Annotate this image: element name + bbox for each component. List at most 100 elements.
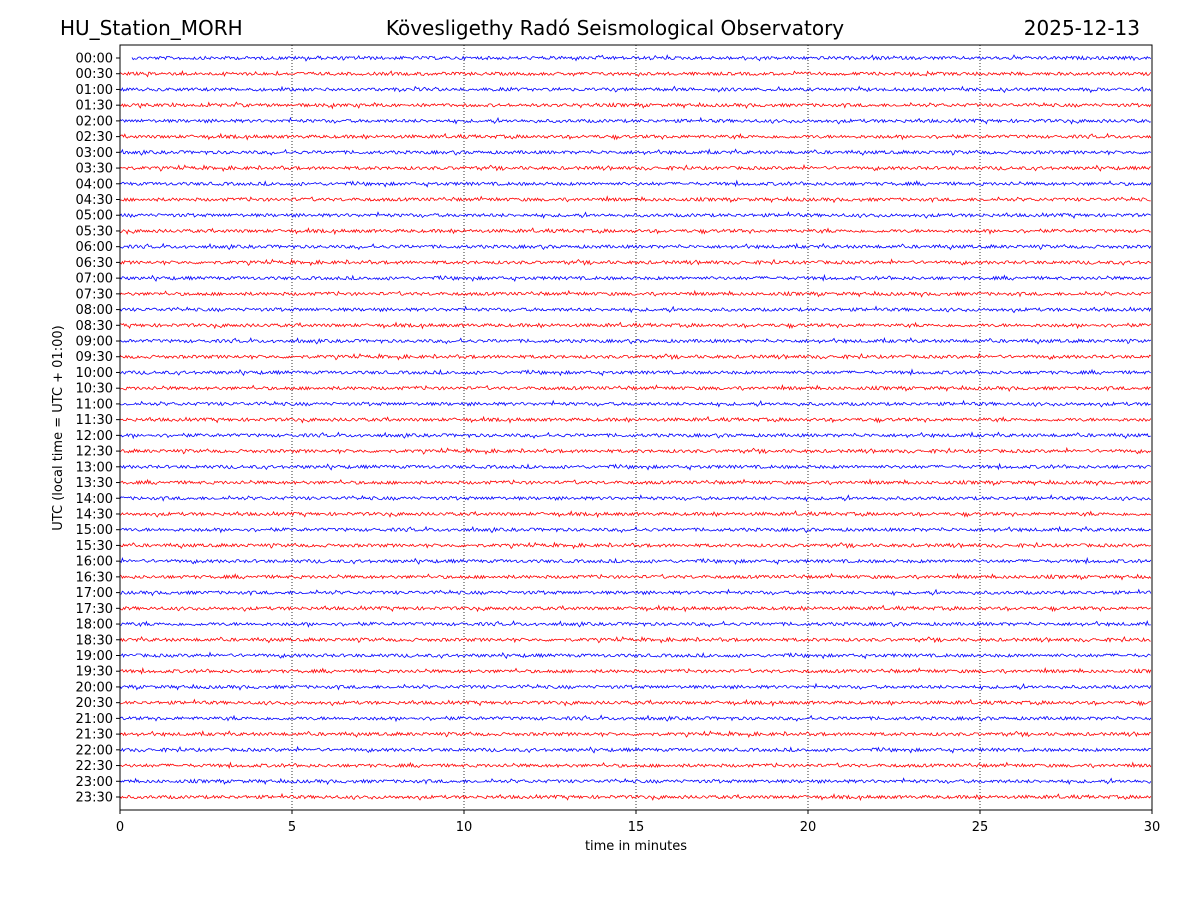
y-tick-label: 06:00: [76, 240, 113, 255]
y-tick-label: 15:00: [76, 523, 113, 538]
y-tick-label: 04:00: [76, 177, 113, 192]
trace: [119, 132, 1152, 141]
trace: [119, 761, 1152, 770]
trace: [119, 305, 1152, 314]
y-tick-label: 09:00: [76, 335, 113, 350]
y-tick-label: 21:00: [76, 712, 113, 727]
trace: [119, 289, 1152, 298]
y-tick-label: 15:30: [76, 539, 113, 554]
x-tick-label: 10: [456, 820, 473, 835]
trace: [119, 604, 1151, 613]
y-tick-label: 20:30: [76, 696, 113, 711]
trace: [119, 179, 1152, 188]
trace: [119, 635, 1151, 644]
trace: [119, 462, 1152, 471]
x-tick-label: 5: [288, 820, 296, 835]
y-tick-label: 22:30: [76, 759, 113, 774]
trace: [119, 352, 1152, 361]
x-tick-label: 15: [628, 820, 645, 835]
trace: [119, 211, 1152, 219]
y-tick-label: 06:30: [76, 256, 113, 271]
y-tick-label: 01:00: [76, 83, 113, 98]
x-tick-label: 0: [116, 820, 124, 835]
trace: [119, 651, 1151, 660]
chart-title: Kövesligethy Radó Seismological Observat…: [386, 16, 844, 40]
trace: [120, 478, 1152, 487]
y-tick-label: 08:30: [76, 319, 113, 334]
y-tick-label: 01:30: [76, 99, 113, 114]
trace: [119, 70, 1152, 78]
trace: [119, 163, 1151, 172]
y-tick-label: 18:00: [76, 618, 113, 633]
y-tick-label: 17:00: [76, 586, 113, 601]
y-tick-label: 19:30: [76, 665, 113, 680]
y-tick-label: 13:30: [76, 476, 113, 491]
trace: [119, 446, 1152, 455]
trace: [119, 415, 1152, 424]
y-tick-label: 09:30: [76, 350, 113, 365]
y-tick-label: 02:00: [76, 114, 113, 129]
trace: [119, 148, 1152, 156]
x-tick-label: 20: [800, 820, 817, 835]
y-tick-label: 12:00: [76, 429, 113, 444]
trace: [119, 777, 1152, 786]
trace: [119, 321, 1152, 330]
y-tick-label: 05:30: [76, 224, 113, 239]
trace: [119, 588, 1152, 597]
y-tick-label: 03:00: [76, 146, 113, 161]
y-tick-label: 07:00: [76, 272, 113, 287]
trace: [119, 541, 1152, 550]
trace: [119, 619, 1151, 628]
trace: [119, 510, 1152, 519]
y-tick-label: 08:00: [76, 303, 113, 318]
y-tick-label: 07:30: [76, 287, 113, 302]
trace: [119, 431, 1151, 440]
y-tick-label: 18:30: [76, 633, 113, 648]
trace: [119, 195, 1151, 204]
trace: [119, 556, 1152, 566]
y-tick-label: 16:00: [76, 555, 113, 570]
trace: [119, 101, 1152, 110]
y-tick-label: 00:30: [76, 67, 113, 82]
trace: [119, 384, 1151, 392]
y-tick-label: 03:30: [76, 162, 113, 177]
station-label: HU_Station_MORH: [60, 16, 243, 40]
trace: [119, 258, 1152, 267]
y-tick-label: 19:00: [76, 649, 113, 664]
trace: [119, 525, 1152, 534]
y-tick-label: 11:00: [76, 397, 113, 412]
y-tick-label: 11:30: [76, 413, 113, 428]
date-label: 2025-12-13: [1024, 16, 1140, 40]
y-tick-label: 21:30: [76, 728, 113, 743]
trace: [119, 745, 1151, 754]
trace: [119, 682, 1152, 691]
x-tick-label: 30: [1144, 820, 1161, 835]
y-tick-label: 00:00: [76, 52, 113, 67]
trace: [119, 698, 1151, 707]
trace: [119, 792, 1152, 802]
y-tick-label: 23:30: [76, 791, 113, 806]
y-tick-label: 12:30: [76, 445, 113, 460]
y-tick-label: 10:30: [76, 382, 113, 397]
trace: [119, 368, 1152, 377]
trace: [119, 116, 1151, 125]
y-tick-label: 17:30: [76, 602, 113, 617]
trace: [119, 336, 1152, 345]
y-tick-label: 13:00: [76, 460, 113, 475]
trace: [119, 730, 1151, 738]
y-tick-label: 16:30: [76, 570, 113, 585]
y-tick-label: 14:30: [76, 507, 113, 522]
y-tick-label: 10:00: [76, 366, 113, 381]
y-tick-label: 14:00: [76, 492, 113, 507]
trace: [119, 399, 1151, 408]
trace: [119, 494, 1151, 502]
trace: [131, 54, 1152, 62]
plot-frame: [119, 44, 1153, 811]
trace: [119, 572, 1152, 581]
y-tick-label: 23:00: [76, 775, 113, 790]
y-tick-label: 22:00: [76, 743, 113, 758]
trace: [119, 227, 1151, 236]
x-tick-label: 25: [972, 820, 989, 835]
y-tick-label: 02:30: [76, 130, 113, 145]
